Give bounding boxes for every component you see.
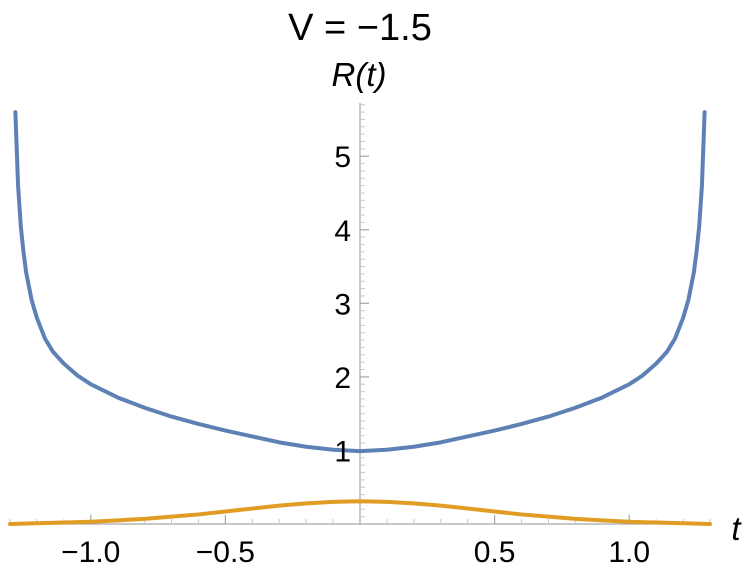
- chart-title: V = −1.5: [288, 7, 432, 49]
- series-line-1: [13, 110, 707, 454]
- series-lines: [8, 110, 712, 526]
- x-axis-label: t: [731, 510, 742, 547]
- x-tick-label: 1.0: [608, 536, 650, 569]
- x-tick-label: 0.5: [474, 536, 516, 569]
- y-axis-label: R(t): [332, 56, 387, 93]
- y-tick-label: 1: [334, 435, 351, 468]
- x-tick-label: −1.0: [61, 536, 120, 569]
- y-tick-label: 3: [334, 288, 351, 321]
- y-tick-label: 4: [334, 215, 351, 248]
- series-line-2: [8, 499, 712, 526]
- axes: [10, 103, 710, 525]
- y-tick-label: 5: [334, 141, 351, 174]
- tick-labels: −1.0 −0.5 0.5 1.0 1 2 3 4 5: [61, 141, 650, 569]
- x-tick-label: −0.5: [196, 536, 255, 569]
- y-tick-label: 2: [334, 362, 351, 395]
